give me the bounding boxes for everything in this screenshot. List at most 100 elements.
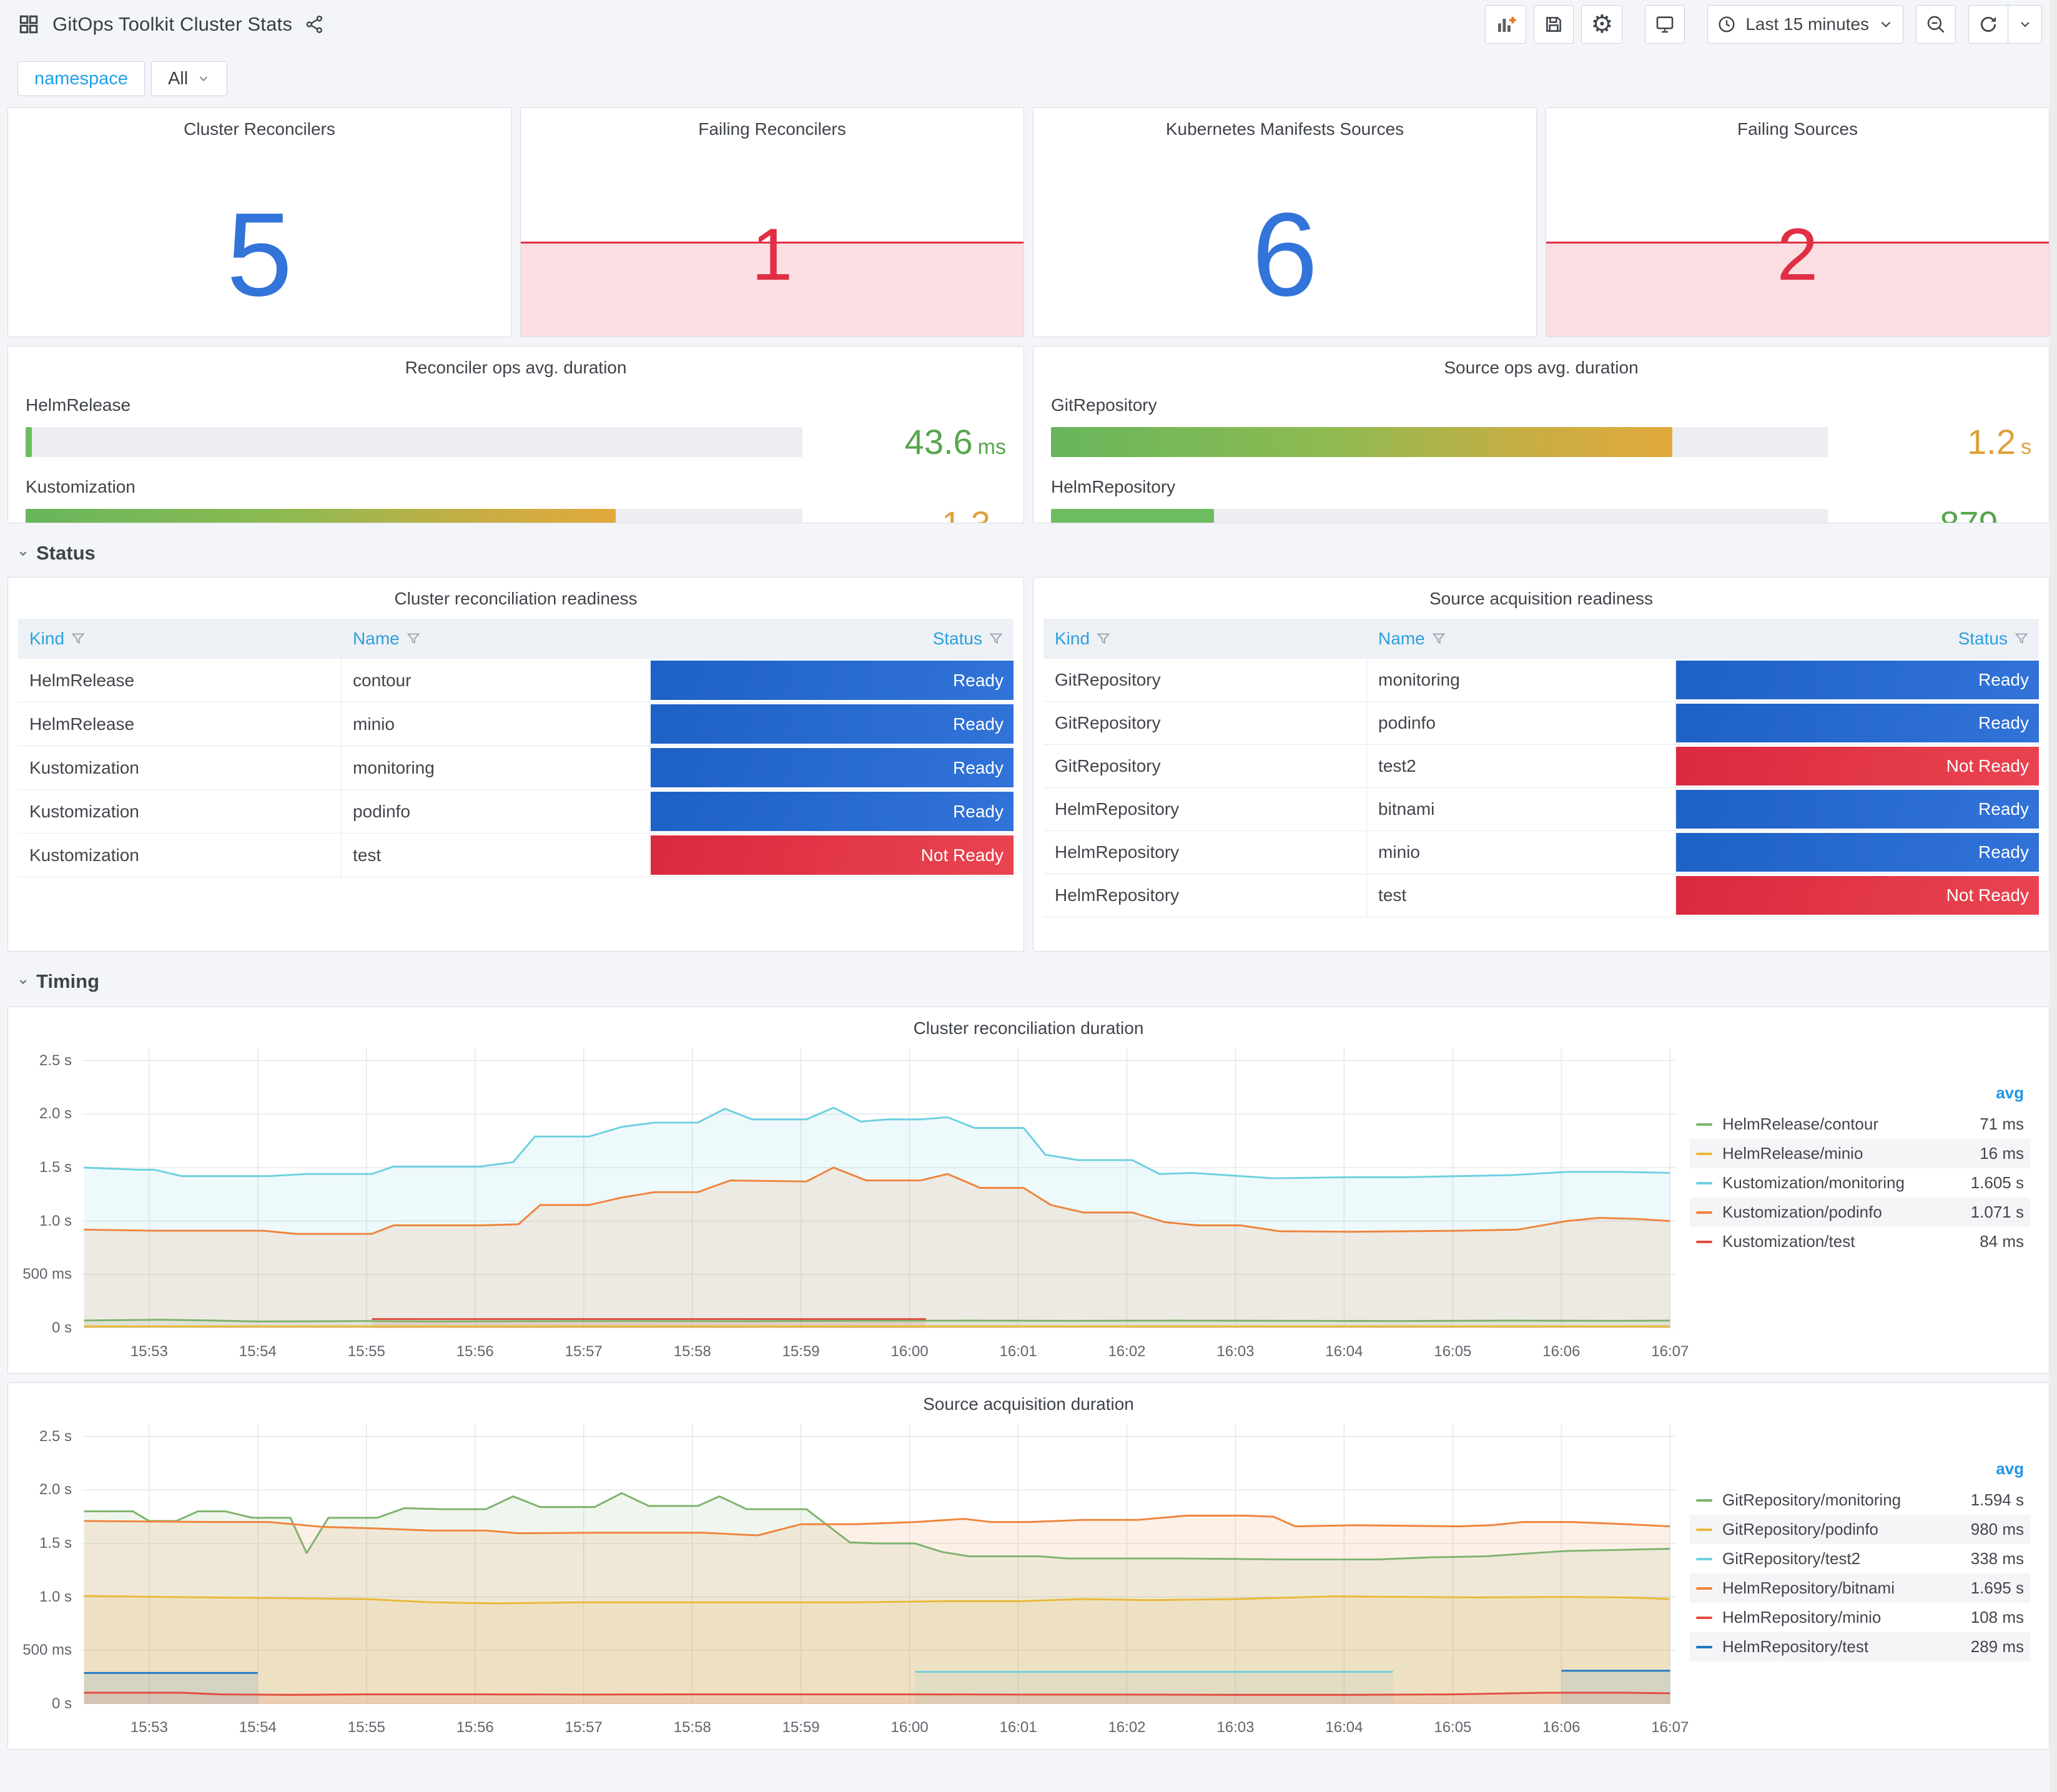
- column-header-name[interactable]: Name: [342, 629, 650, 649]
- timeseries-plot[interactable]: [82, 1048, 1675, 1328]
- y-axis: 0 s 500 ms 1.0 s 1.5 s 2.0 s 2.5 s: [8, 1424, 72, 1712]
- stat-panel-title[interactable]: Cluster Reconcilers: [184, 119, 335, 139]
- column-header-name[interactable]: Name: [1367, 629, 1675, 649]
- settings-button[interactable]: ⚙: [1581, 5, 1623, 44]
- column-header-label: Status: [1958, 629, 2008, 648]
- stat-panel-title[interactable]: Failing Sources: [1737, 119, 1858, 139]
- gauge-bar-value-unit: ms: [977, 435, 1006, 459]
- stat-sparkline-band: [1546, 242, 2049, 337]
- legend-item-kustomization-test[interactable]: Kustomization/test 84 ms: [1690, 1227, 2030, 1256]
- share-icon[interactable]: [305, 14, 325, 34]
- legend-item-helmrepository-minio[interactable]: HelmRepository/minio 108 ms: [1690, 1603, 2030, 1632]
- table-panel-title[interactable]: Cluster reconciliation readiness: [394, 589, 638, 608]
- legend-series-name: HelmRepository/bitnami: [1722, 1578, 1895, 1597]
- cell-kind: HelmRepository: [1043, 874, 1368, 917]
- chart-legend: avg GitRepository/monitoring 1.594 s GitRep…: [1690, 1459, 2030, 1662]
- legend-avg-header[interactable]: avg: [1996, 1459, 2024, 1478]
- gauge-bar-value-unit: ms: [2003, 517, 2031, 523]
- x-axis-tick-label: 15:57: [565, 1343, 603, 1360]
- gauge-bar-track: [1051, 508, 1828, 523]
- cell-kind: Kustomization: [18, 834, 342, 877]
- legend-series-name: HelmRelease/contour: [1722, 1115, 1879, 1133]
- cell-kind: HelmRelease: [18, 702, 342, 746]
- legend-item-gitrepository-podinfo[interactable]: GitRepository/podinfo 980 ms: [1690, 1515, 2030, 1544]
- column-header-label: Name: [1378, 629, 1425, 648]
- x-axis-tick-label: 16:00: [890, 1719, 929, 1736]
- filter-icon[interactable]: [71, 631, 86, 646]
- table-header-row: Kind Name Status: [1043, 619, 2039, 659]
- timeseries-plot[interactable]: [82, 1424, 1675, 1704]
- table-panel-title[interactable]: Source acquisition readiness: [1429, 589, 1653, 608]
- time-range-picker[interactable]: Last 15 minutes: [1707, 5, 1903, 44]
- section-status[interactable]: Status: [16, 537, 2042, 569]
- tv-mode-button[interactable]: [1645, 5, 1685, 44]
- legend-item-gitrepository-test2[interactable]: GitRepository/test2 338 ms: [1690, 1544, 2030, 1573]
- filter-icon[interactable]: [2014, 631, 2029, 646]
- x-axis-tick-label: 15:57: [565, 1719, 603, 1736]
- series-color-swatch: [1696, 1123, 1712, 1126]
- chart-panel-title[interactable]: Cluster reconciliation duration: [913, 1018, 1144, 1038]
- stat-panel-title[interactable]: Kubernetes Manifests Sources: [1165, 119, 1404, 139]
- section-timing[interactable]: Timing: [16, 965, 2042, 998]
- column-header-kind[interactable]: Kind: [1043, 629, 1367, 649]
- legend-series-name: GitRepository/test2: [1722, 1549, 1861, 1568]
- legend-series-avg: 108 ms: [1970, 1608, 2024, 1627]
- scrollbar[interactable]: [2050, 0, 2057, 1792]
- add-panel-button[interactable]: [1485, 5, 1527, 44]
- series-line-gitrepository-monitoring: [84, 1492, 1670, 1561]
- zoom-out-icon: [1925, 14, 1946, 35]
- variable-namespace-label[interactable]: namespace: [17, 61, 145, 96]
- status-badge: Not Ready: [1676, 747, 2039, 785]
- panel-cluster-reconciliation-duration: Cluster reconciliation duration 0 s 500 ms…: [7, 1007, 2050, 1374]
- table: Kind Name Status GitRepository monitoring Rea…: [1033, 619, 2049, 917]
- gauge-panel-title[interactable]: Source ops avg. duration: [1444, 358, 1639, 377]
- legend-item-kustomization-monitoring[interactable]: Kustomization/monitoring 1.605 s: [1690, 1168, 2030, 1198]
- series-area-helmrepository-bitnami: [84, 1515, 1670, 1704]
- stat-panel-title[interactable]: Failing Reconcilers: [698, 119, 846, 139]
- stat-panel-cluster-reconcilers: Cluster Reconcilers 5: [7, 107, 511, 337]
- gauge-panel-title[interactable]: Reconciler ops avg. duration: [405, 358, 627, 377]
- legend-avg-header[interactable]: avg: [1996, 1083, 2024, 1102]
- save-dashboard-button[interactable]: [1534, 5, 1574, 44]
- filter-icon[interactable]: [406, 631, 421, 646]
- zoom-out-button[interactable]: [1916, 5, 1956, 44]
- legend-item-helmrelease-minio[interactable]: HelmRelease/minio 16 ms: [1690, 1139, 2030, 1168]
- cell-kind: HelmRepository: [1043, 831, 1368, 874]
- table-row: HelmRelease contour Ready: [18, 659, 1014, 702]
- legend-series-avg: 84 ms: [1980, 1232, 2024, 1251]
- column-header-status[interactable]: Status: [650, 629, 1014, 649]
- column-header-kind[interactable]: Kind: [18, 629, 342, 649]
- gauge-bar-gitrepository: GitRepository 1.2 s: [1051, 395, 2031, 462]
- filter-icon[interactable]: [1431, 631, 1446, 646]
- chart-panel-title[interactable]: Source acquisition duration: [923, 1394, 1134, 1414]
- series-color-swatch: [1696, 1240, 1712, 1243]
- variables-row: namespace All: [0, 49, 2057, 102]
- filter-icon[interactable]: [1096, 631, 1111, 646]
- x-axis-tick-label: 15:59: [782, 1719, 820, 1736]
- series-line-helmrepository-minio: [84, 1691, 1670, 1696]
- series-color-swatch: [1696, 1499, 1712, 1502]
- y-axis-tick-label: 1.0 s: [39, 1212, 72, 1229]
- table: Kind Name Status HelmRelease contour Ready Hel…: [8, 619, 1024, 877]
- series-line-helmrelease-contour: [84, 1319, 1670, 1322]
- variable-namespace-value[interactable]: All: [150, 61, 228, 96]
- legend-item-gitrepository-monitoring[interactable]: GitRepository/monitoring 1.594 s: [1690, 1485, 2030, 1515]
- filter-icon[interactable]: [989, 631, 1004, 646]
- gauge-panel-reconciler-ops-avg-duration: Reconciler ops avg. duration HelmRelease 4…: [7, 346, 1024, 523]
- x-axis-tick-label: 15:55: [347, 1343, 385, 1360]
- status-badge: Ready: [1676, 833, 2039, 872]
- column-header-status[interactable]: Status: [1675, 629, 2039, 649]
- stat-sparkline-band: [521, 242, 1024, 337]
- column-header-label: Status: [932, 629, 982, 648]
- legend-item-helmrepository-test[interactable]: HelmRepository/test 289 ms: [1690, 1632, 2030, 1662]
- gauge-bar-value-unit: s: [995, 517, 1006, 523]
- cell-kind: HelmRelease: [18, 659, 342, 702]
- legend-item-kustomization-podinfo[interactable]: Kustomization/podinfo 1.071 s: [1690, 1198, 2030, 1227]
- refresh-button[interactable]: [1968, 5, 2008, 44]
- table-row: Kustomization test Not Ready: [18, 834, 1014, 877]
- x-axis-tick-label: 15:55: [347, 1719, 385, 1736]
- refresh-icon: [1978, 14, 1999, 35]
- legend-item-helmrepository-bitnami[interactable]: HelmRepository/bitnami 1.695 s: [1690, 1573, 2030, 1603]
- legend-item-helmrelease-contour[interactable]: HelmRelease/contour 71 ms: [1690, 1110, 2030, 1139]
- refresh-interval-button[interactable]: [2008, 5, 2042, 44]
